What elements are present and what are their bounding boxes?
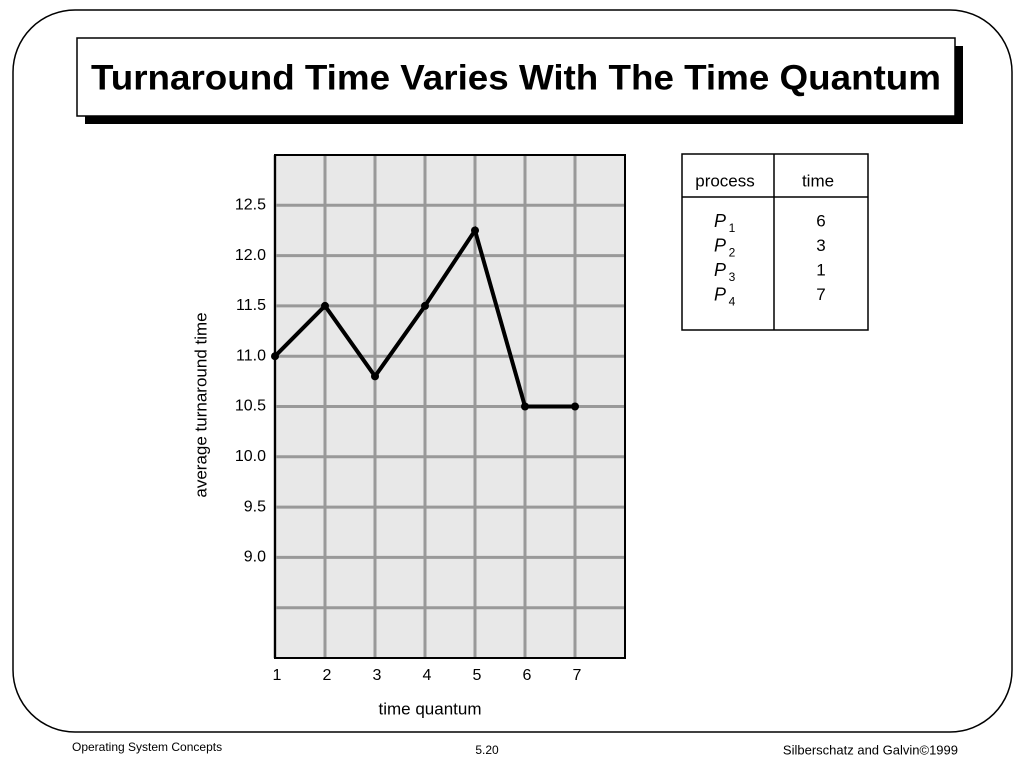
data-point [471,226,479,235]
table-header: time [802,171,834,190]
footer-right: Silberschatz and Galvin©1999 [783,742,958,757]
process-letter: P [714,211,726,231]
process-index: 3 [729,270,736,284]
y-tick-label: 11.5 [236,297,266,314]
x-tick-label: 3 [373,667,382,684]
time-value: 7 [816,285,825,304]
footer-left: Operating System Concepts [72,740,222,754]
process-letter: P [714,260,726,280]
data-point [271,352,279,361]
data-point [371,372,379,381]
title-box [76,37,956,117]
x-tick-label: 7 [573,667,582,684]
x-tick-label: 1 [273,667,282,684]
process-index: 2 [729,246,736,260]
slide-title: Turnaround Time Varies With The Time Qua… [91,58,941,97]
x-axis-label: time quantum [379,699,482,718]
time-value: 3 [816,236,825,255]
data-point [321,301,329,310]
x-tick-label: 2 [323,667,332,684]
y-axis-label: average turnaround time [191,312,210,497]
time-value: 1 [816,260,825,279]
time-value: 6 [816,211,825,230]
x-tick-label: 4 [423,667,432,684]
process-letter: P [714,284,726,304]
table-header: process [695,171,755,190]
y-tick-label: 12.0 [235,247,266,264]
y-tick-label: 9.5 [244,498,266,515]
x-tick-label: 6 [523,667,532,684]
y-tick-label: 10.5 [235,398,266,415]
plot-frame [274,154,626,659]
x-tick-label: 5 [473,667,482,684]
y-tick-label: 12.5 [235,197,266,214]
y-tick-label: 9.0 [244,549,266,566]
footer-center: 5.20 [475,743,499,757]
table-frame [681,153,869,331]
data-point [521,402,529,411]
y-tick-label: 11.0 [236,347,266,364]
marks [271,225,579,411]
process-letter: P [714,235,726,255]
process-index: 1 [729,221,736,235]
data-point [571,402,579,411]
data-point [421,301,429,310]
process-index: 4 [729,295,736,309]
y-tick-label: 10.0 [235,448,266,465]
